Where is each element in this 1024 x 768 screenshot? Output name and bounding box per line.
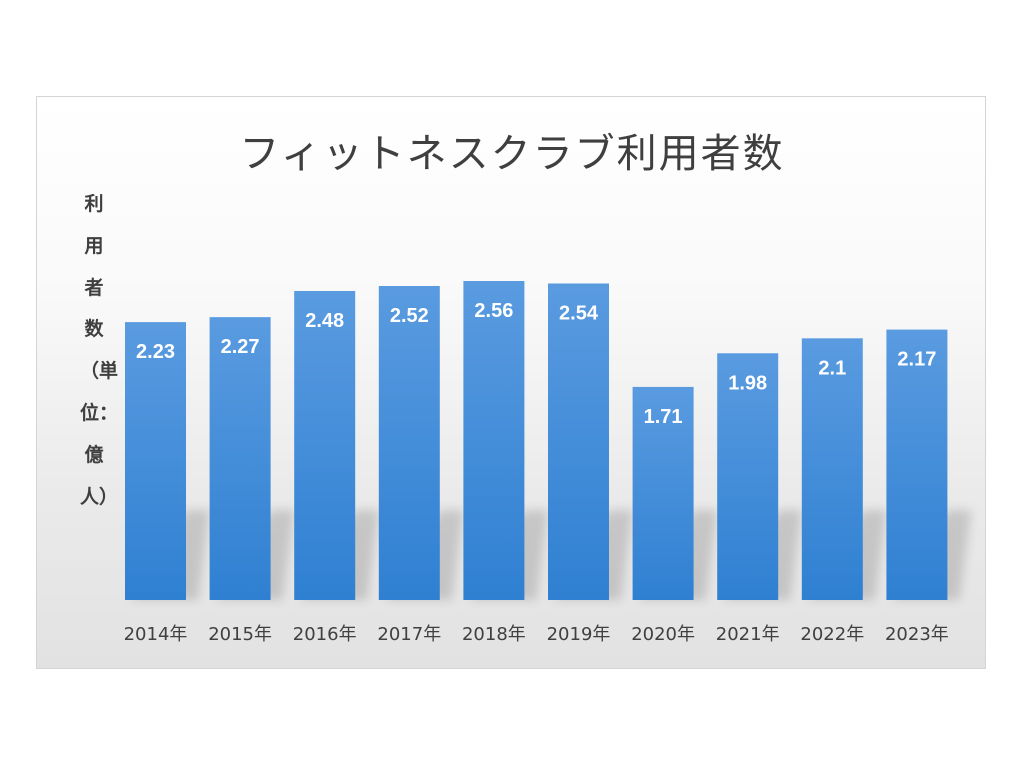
x-tick-label: 2022年 (800, 624, 864, 645)
bar-data-label: 2.1 (818, 357, 846, 379)
bar (717, 353, 779, 600)
chart-title: フィットネスクラブ利用者数 (239, 131, 785, 177)
bar (632, 386, 694, 600)
bar-data-labels: 2.23 2.27 2.48 2.52 2.56 2.54 1.71 1.98 2.1 2.17 (136, 300, 936, 428)
bar (378, 285, 440, 600)
x-tick-label: 2018年 (462, 624, 526, 645)
bar (548, 283, 609, 600)
bar-data-label: 2.17 (897, 349, 936, 371)
x-axis-tick-labels: 2014年 2015年 2016年 2017年 2018年 2019年 2020年 2021年… (124, 624, 949, 645)
bar-data-label: 2.52 (390, 305, 429, 327)
bar (209, 317, 271, 600)
bar (463, 281, 525, 600)
bar-data-label: 2.27 (221, 336, 260, 358)
bars (125, 281, 948, 600)
x-tick-label: 2016年 (293, 624, 357, 645)
bar-data-label: 2.23 (136, 341, 175, 363)
x-tick-label: 2015年 (208, 624, 272, 645)
x-tick-label: 2017年 (377, 624, 441, 645)
bar (801, 338, 863, 600)
bar-data-label: 2.56 (474, 300, 513, 322)
bar-data-label: 2.48 (305, 310, 344, 332)
bar (294, 290, 356, 600)
x-tick-label: 2019年 (547, 624, 611, 645)
x-tick-label: 2020年 (631, 624, 695, 645)
bar-data-label: 2.54 (559, 302, 599, 324)
bar (125, 322, 186, 600)
bar (886, 329, 948, 600)
x-tick-label: 2021年 (716, 624, 780, 645)
x-tick-label: 2014年 (124, 624, 188, 645)
x-tick-label: 2023年 (885, 624, 949, 645)
bar-data-label: 1.71 (644, 406, 683, 428)
bar-data-label: 1.98 (728, 372, 767, 394)
